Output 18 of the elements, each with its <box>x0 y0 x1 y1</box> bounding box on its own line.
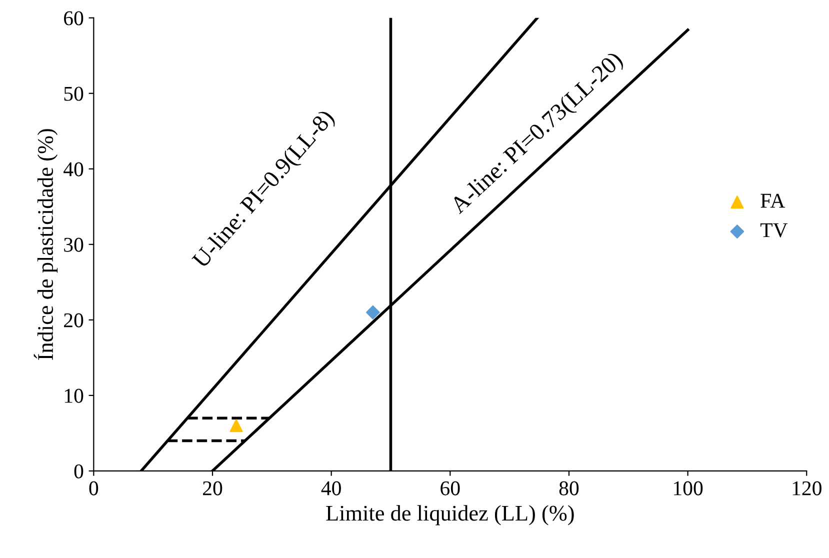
y-tick-label: 40 <box>64 162 84 176</box>
x-tick-label: 0 <box>89 481 98 496</box>
legend-label: FA <box>760 194 786 208</box>
x-tick-label: 100 <box>674 481 703 496</box>
y-tick-label: 50 <box>64 86 84 101</box>
x-tick-label: 40 <box>321 481 341 496</box>
legend-label: TV <box>760 223 788 238</box>
y-tick-label: 10 <box>64 388 84 403</box>
y-axis-title: Índice de plasticidade (%) <box>34 129 58 360</box>
y-tick-label: 20 <box>64 313 84 328</box>
x-tick-label: 80 <box>559 481 579 496</box>
x-tick-label: 60 <box>440 481 460 496</box>
y-tick-label: 60 <box>64 11 84 26</box>
x-tick-label: 120 <box>792 481 822 496</box>
y-tick-label: 30 <box>64 238 84 252</box>
x-axis-title: Limite de liquidez (LL) (%) <box>326 505 574 526</box>
x-tick-label: 20 <box>203 481 222 496</box>
y-tick-label: 0 <box>74 464 84 478</box>
